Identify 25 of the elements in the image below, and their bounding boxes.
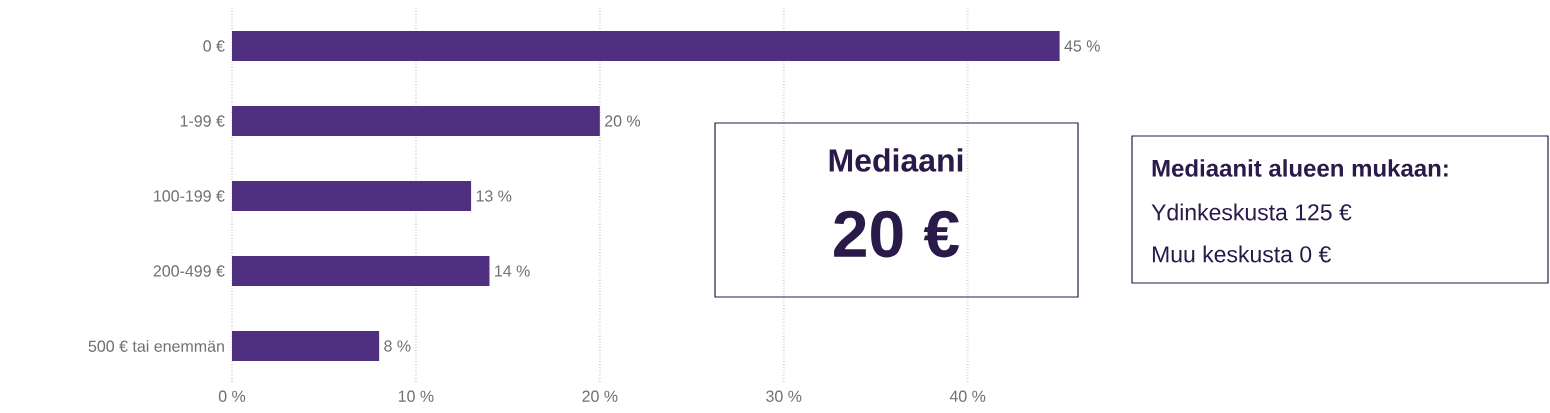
- y-tick-label: 1-99 €: [180, 115, 225, 127]
- bar: [232, 106, 600, 137]
- x-tick-label: 20 %: [582, 390, 618, 402]
- data-label: 20 %: [605, 115, 641, 127]
- bar: [232, 181, 472, 212]
- x-tick-label: 40 %: [949, 390, 986, 402]
- annotation: 20 €: [834, 210, 959, 258]
- data-label: 45 %: [1064, 40, 1100, 52]
- data-label: 13 %: [476, 190, 512, 202]
- bar: [232, 256, 490, 286]
- text: Mediaanit alueen mukaan:: [1152, 159, 1448, 177]
- x-tick-label: 0 %: [218, 390, 246, 402]
- y-tick-label: 200-499 €: [153, 265, 225, 277]
- bar: [232, 331, 380, 362]
- y-tick-label: 0 €: [203, 40, 225, 52]
- text: Ydinkeskusta 125 €: [1151, 203, 1352, 221]
- data-label: 8 %: [384, 340, 411, 352]
- text: Muu keskusta 0 €: [1152, 245, 1331, 263]
- bar: [232, 31, 1060, 62]
- x-tick-label: 30 %: [766, 390, 802, 402]
- y-tick-label: 500 € tai enemmän: [88, 340, 224, 352]
- data-label: 14 %: [495, 265, 530, 277]
- y-tick-label: 100-199 €: [154, 190, 225, 202]
- x-tick-label: 10 %: [398, 390, 434, 402]
- annotation: Mediaani: [829, 148, 963, 172]
